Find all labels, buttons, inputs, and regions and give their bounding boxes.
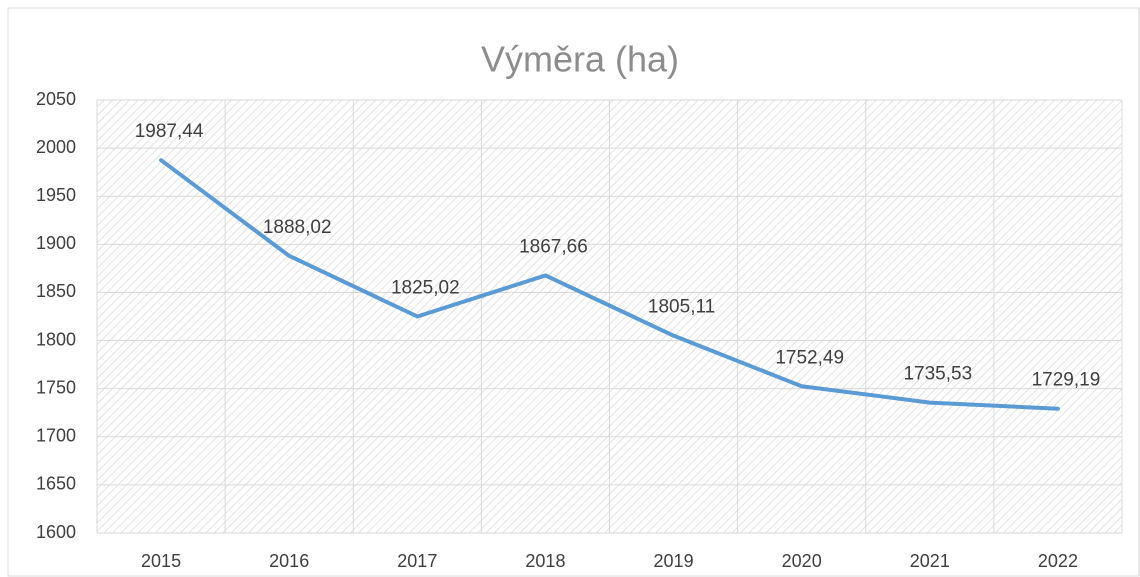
y-tick-label: 1750 (36, 377, 76, 397)
y-tick-label: 1850 (36, 281, 76, 301)
y-tick-label: 1950 (36, 185, 76, 205)
data-label: 1888,02 (263, 217, 332, 238)
chart-title: Výměra (ha) (481, 39, 679, 80)
data-label: 1752,49 (775, 347, 844, 368)
y-tick-label: 2050 (36, 89, 76, 109)
x-tick-label: 2016 (269, 551, 309, 571)
data-label: 1825,02 (391, 277, 460, 298)
x-tick-label: 2022 (1038, 551, 1078, 571)
data-label: 1729,19 (1032, 370, 1101, 391)
x-tick-label: 2018 (525, 551, 565, 571)
y-tick-label: 1800 (36, 329, 76, 349)
y-tick-label: 2000 (36, 137, 76, 157)
x-tick-label: 2019 (654, 551, 694, 571)
data-label: 1867,66 (519, 236, 588, 257)
x-tick-label: 2021 (910, 551, 950, 571)
x-tick-label: 2015 (141, 551, 181, 571)
data-line (159, 158, 1060, 411)
y-tick-label: 1900 (36, 233, 76, 253)
x-tick-label: 2020 (782, 551, 822, 571)
data-label: 1987,44 (135, 121, 204, 142)
data-label: 1805,11 (648, 297, 715, 318)
data-label: 1735,53 (903, 364, 972, 385)
y-tick-label: 1650 (36, 474, 76, 494)
y-tick-label: 1600 (36, 522, 76, 542)
y-tick-label: 1700 (36, 426, 76, 446)
x-tick-label: 2017 (397, 551, 437, 571)
